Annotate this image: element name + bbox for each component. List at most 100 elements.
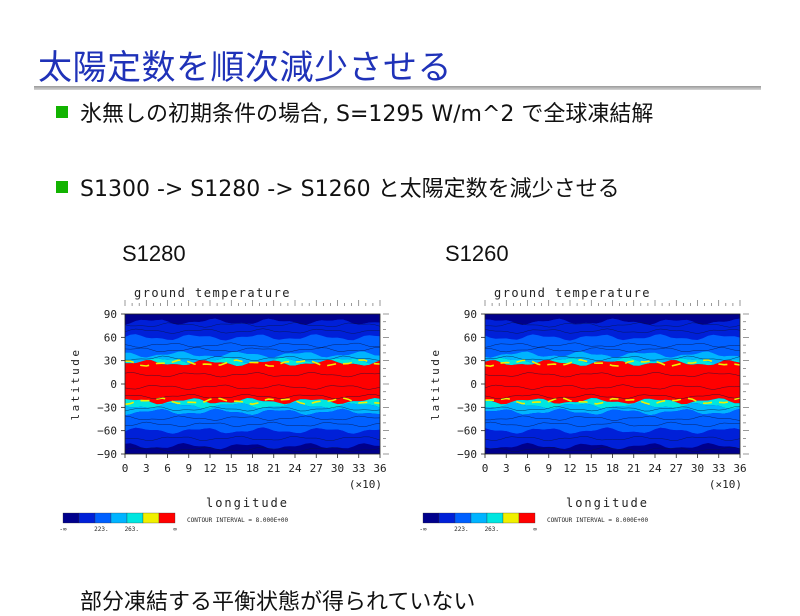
x-tick-label: 30 <box>331 462 344 475</box>
field-band <box>485 427 740 450</box>
contour-line <box>125 355 381 361</box>
field-band <box>125 359 380 405</box>
ground-temperature-plot: ground temperature9060300−30−60−90latitu… <box>419 286 749 533</box>
contour-line <box>484 393 741 400</box>
contour-line <box>124 393 381 399</box>
colorbar-swatch <box>126 512 144 524</box>
contour-line <box>484 421 741 428</box>
colorbar-swatch <box>470 512 488 524</box>
field-band <box>125 427 380 450</box>
x-tick-label: 6 <box>524 462 531 475</box>
x-tick-label: 0 <box>482 462 489 475</box>
bullet-square-icon <box>56 594 68 606</box>
contour-line <box>484 347 741 353</box>
x-tick-label: 9 <box>185 462 192 475</box>
x-axis-label: longitude <box>566 496 649 510</box>
contour-line <box>124 342 381 348</box>
colorbar-label: -∞ <box>59 526 67 533</box>
bullet-square-icon <box>56 181 68 193</box>
colorbar-label: ∞ <box>533 526 537 533</box>
warm-fringe-contour <box>484 358 741 368</box>
y-tick-label: −90 <box>457 448 477 461</box>
colorbar-swatch <box>142 512 160 524</box>
y-axis-label: latitude <box>69 348 82 421</box>
x-tick-label: 33 <box>352 462 365 475</box>
contour-line <box>485 322 741 328</box>
x-tick-label: 21 <box>267 462 280 475</box>
plot-label: S1280 <box>122 241 186 266</box>
colorbar-swatch <box>78 512 96 524</box>
contour-interval-note: CONTOUR INTERVAL = 8.000E+00 <box>547 517 649 524</box>
title-divider <box>34 86 761 90</box>
x-tick-label: 30 <box>691 462 704 475</box>
x-axis-label: longitude <box>206 496 289 510</box>
colorbar-swatch <box>110 512 128 524</box>
x-tick-label: 36 <box>373 462 386 475</box>
colorbar-swatch <box>438 512 456 524</box>
y-tick-label: 90 <box>464 308 477 321</box>
field-layer <box>124 314 381 454</box>
contour-line <box>124 421 381 428</box>
y-tick-label: 0 <box>470 378 477 391</box>
field-band <box>125 318 380 341</box>
bullet-item-cut: 部分凍結する平衡状態が得られていない <box>56 584 475 616</box>
field-band <box>125 443 380 454</box>
field-band <box>485 357 740 366</box>
contour-line <box>484 435 741 442</box>
contour-line <box>124 328 381 334</box>
slide-title: 太陽定数を順次減少させる <box>38 48 452 88</box>
colorbar-swatch <box>502 512 520 524</box>
y-tick-label: 0 <box>110 378 117 391</box>
ground-temperature-plot: ground temperature9060300−30−60−90latitu… <box>59 286 389 533</box>
x-tick-label: 9 <box>545 462 552 475</box>
colorbar-swatch <box>486 512 504 524</box>
x-tick-label: 24 <box>288 462 302 475</box>
field-band <box>485 398 740 409</box>
colorbar-swatch <box>518 512 536 524</box>
bullet-text: 氷無しの初期条件の場合, S=1295 W/m^2 で全球凍結解 <box>80 102 654 127</box>
contour-line <box>124 347 381 353</box>
warm-fringe-contour <box>124 397 381 406</box>
contour-line <box>124 322 381 328</box>
y-tick-label: 90 <box>104 308 117 321</box>
field-layer <box>484 314 741 454</box>
x-unit-note: (×10) <box>709 478 742 491</box>
contour-line <box>124 384 381 390</box>
contour-line <box>124 435 381 441</box>
x-tick-label: 6 <box>164 462 171 475</box>
x-tick-label: 27 <box>310 462 323 475</box>
field-band <box>125 351 380 364</box>
field-band <box>485 334 740 358</box>
colorbar-label: 263. <box>485 526 499 533</box>
bullet-item: S1300 -> S1280 -> S1260 と太陽定数を減少させる <box>56 171 620 203</box>
colorbar-swatch <box>158 512 176 524</box>
contour-line <box>484 342 740 348</box>
contour-line <box>484 406 741 412</box>
colorbar-swatch <box>62 512 80 524</box>
field-band <box>125 402 380 416</box>
x-tick-label: 24 <box>648 462 662 475</box>
y-tick-label: −30 <box>457 401 477 414</box>
plot-title: ground temperature <box>494 286 651 300</box>
x-tick-label: 27 <box>670 462 683 475</box>
field-band <box>125 314 380 325</box>
contour-line <box>124 415 381 421</box>
x-tick-label: 18 <box>246 462 259 475</box>
colorbar-swatch <box>454 512 472 524</box>
y-tick-label: 60 <box>104 331 117 344</box>
bullet-item: 氷無しの初期条件の場合, S=1295 W/m^2 で全球凍結解 <box>56 96 653 128</box>
y-tick-label: 30 <box>464 355 477 368</box>
contour-line <box>484 355 741 361</box>
colorbar-swatch <box>422 512 440 524</box>
warm-fringe-contour <box>124 359 381 367</box>
contour-line <box>124 372 381 378</box>
y-tick-label: −30 <box>97 401 117 414</box>
warm-fringe-contour <box>485 397 741 406</box>
y-tick-label: −60 <box>97 425 117 438</box>
colorbar-label: -∞ <box>419 526 427 533</box>
y-tick-label: −60 <box>457 425 477 438</box>
x-tick-label: 21 <box>627 462 640 475</box>
field-band <box>125 408 380 434</box>
bullet-square-icon <box>56 106 68 118</box>
x-tick-label: 12 <box>203 462 216 475</box>
